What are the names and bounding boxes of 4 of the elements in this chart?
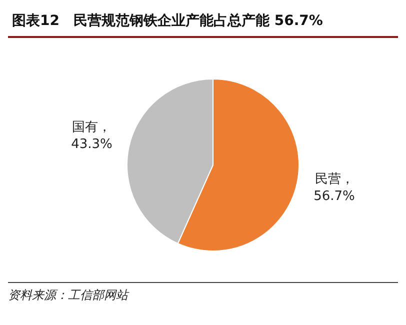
slice-label: 国有， 43.3% xyxy=(71,120,112,152)
slice-label: 民营， 56.7% xyxy=(314,172,355,204)
text: 资料来源：工信部网站 xyxy=(8,287,130,304)
chart-title: 图表12 民营规范钢铁企业产能占总产能 56.7% xyxy=(8,8,398,38)
